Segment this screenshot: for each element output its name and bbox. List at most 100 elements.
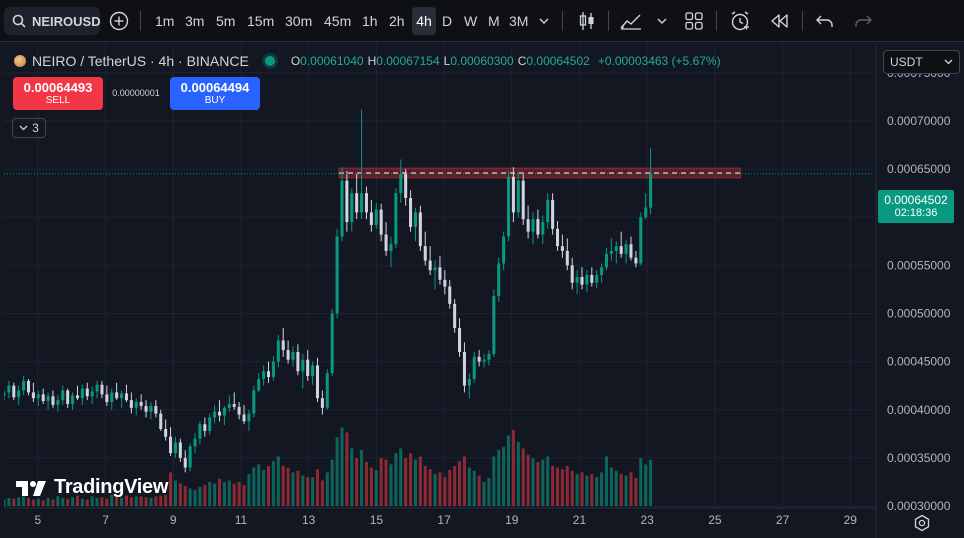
timeframe-d[interactable]: D [442, 13, 453, 29]
chart-background [4, 44, 964, 538]
volume-bar [360, 450, 364, 506]
indicators-collapse-toggle[interactable]: 3 [12, 118, 46, 138]
volume-bar [164, 494, 168, 506]
timeframe-2h[interactable]: 2h [389, 13, 405, 29]
candle-body [472, 356, 476, 379]
candle-body [570, 265, 574, 283]
volume-bar [90, 496, 94, 506]
indicators-dropdown[interactable] [654, 7, 670, 35]
currency-select[interactable]: USDT [883, 50, 960, 74]
candle-body [129, 400, 133, 408]
volume-bar [320, 480, 324, 506]
candle-body [281, 340, 285, 351]
timeframe-m[interactable]: M [488, 13, 500, 29]
volume-bar [614, 470, 618, 506]
timeframe-3m[interactable]: 3m [185, 13, 205, 29]
candle-body [531, 219, 535, 232]
volume-bar [31, 499, 35, 506]
timeframe-1m[interactable]: 1m [155, 13, 175, 29]
candle-body [154, 405, 158, 414]
candle-body [26, 380, 31, 393]
candle-body [521, 180, 525, 220]
timeframe-4h[interactable]: 4h [412, 7, 436, 35]
volume-bar [639, 458, 643, 506]
candle-body [12, 385, 16, 398]
volume-bar [644, 464, 648, 506]
candle-body [173, 442, 177, 454]
candle-body [575, 276, 579, 283]
redo-button[interactable] [851, 7, 875, 35]
chart-legend: NEIRO / TetherUS · 4h · BINANCE O0.00061… [14, 52, 721, 70]
candle-body [36, 394, 40, 399]
chart-canvas[interactable]: 0.00030000 0.00035000 0.00040000 0.00045000… [4, 44, 964, 538]
chart-settings-icon[interactable] [913, 514, 931, 532]
volume-bar [120, 498, 124, 506]
y-tick-label: 0.00040000 [887, 403, 951, 417]
chart-pane[interactable]: 0.00030000 0.00035000 0.00040000 0.00045000… [4, 44, 964, 538]
candle-body [271, 361, 275, 378]
candle-body [144, 405, 148, 412]
candle-body [585, 275, 589, 285]
candle-body [222, 407, 226, 416]
sell-button[interactable]: 0.00064493 SELL [13, 77, 103, 110]
candle-body [134, 402, 138, 408]
candle-body [105, 394, 109, 403]
timeframe-3m-month[interactable]: 3M [509, 13, 529, 29]
volume-bar [66, 498, 70, 506]
candle-body [75, 395, 79, 399]
indicators-icon [620, 14, 641, 30]
volume-bar [80, 498, 84, 506]
volume-bar [218, 478, 222, 506]
layout-button[interactable] [682, 7, 706, 35]
timeframe-30m[interactable]: 30m [285, 13, 313, 29]
volume-bar [227, 480, 231, 506]
candle-body [477, 356, 481, 362]
timeframe-45m[interactable]: 45m [324, 13, 352, 29]
timeframe-1h[interactable]: 1h [362, 13, 378, 29]
volume-bar [448, 470, 452, 506]
candle-body [193, 438, 197, 447]
toolbar-divider [140, 11, 141, 31]
buy-button[interactable]: 0.00064494 BUY [170, 77, 260, 110]
timeframe-w[interactable]: W [464, 13, 478, 29]
candle-body [462, 352, 466, 386]
market-status-icon[interactable] [264, 56, 275, 66]
indicators-button[interactable] [618, 7, 644, 35]
undo-button[interactable] [813, 7, 837, 35]
candle-body [124, 393, 128, 401]
candle-body [320, 398, 324, 408]
legend-close: C0.00064502 [517, 54, 590, 68]
candle-body [541, 222, 545, 235]
candle-body [467, 378, 471, 386]
x-tick-label: 15 [370, 513, 384, 527]
volume-bar [502, 446, 506, 506]
volume-bar [531, 458, 535, 506]
volume-bar [22, 496, 26, 506]
chart-type-button[interactable] [574, 7, 600, 35]
volume-bar [306, 477, 310, 506]
timeframe-dropdown[interactable] [536, 7, 552, 35]
rewind-icon [771, 14, 788, 28]
candle-body [379, 209, 383, 235]
symbol-search[interactable]: NEIROUSDT [4, 7, 100, 35]
volume-bar [379, 458, 383, 506]
volume-bar [262, 470, 266, 506]
replay-button[interactable] [767, 7, 793, 35]
alarm-clock-icon [731, 11, 749, 31]
candle-body [458, 327, 462, 352]
chevron-down-icon [944, 59, 953, 65]
volume-bar [193, 490, 197, 506]
tradingview-logo[interactable]: TradingView [16, 476, 168, 499]
volume-bar [144, 497, 148, 506]
timeframe-5m[interactable]: 5m [216, 13, 236, 29]
toolbar-divider [802, 11, 803, 31]
compare-symbol-button[interactable] [107, 7, 131, 35]
alert-button[interactable] [727, 7, 753, 35]
timeframe-15m[interactable]: 15m [247, 13, 275, 29]
volume-bar [516, 442, 520, 506]
bar-countdown: 02:18:36 [894, 207, 938, 219]
volume-bar [266, 466, 271, 506]
volume-bar [541, 459, 545, 506]
coin-logo-icon [14, 55, 26, 67]
volume-bar [384, 459, 388, 506]
